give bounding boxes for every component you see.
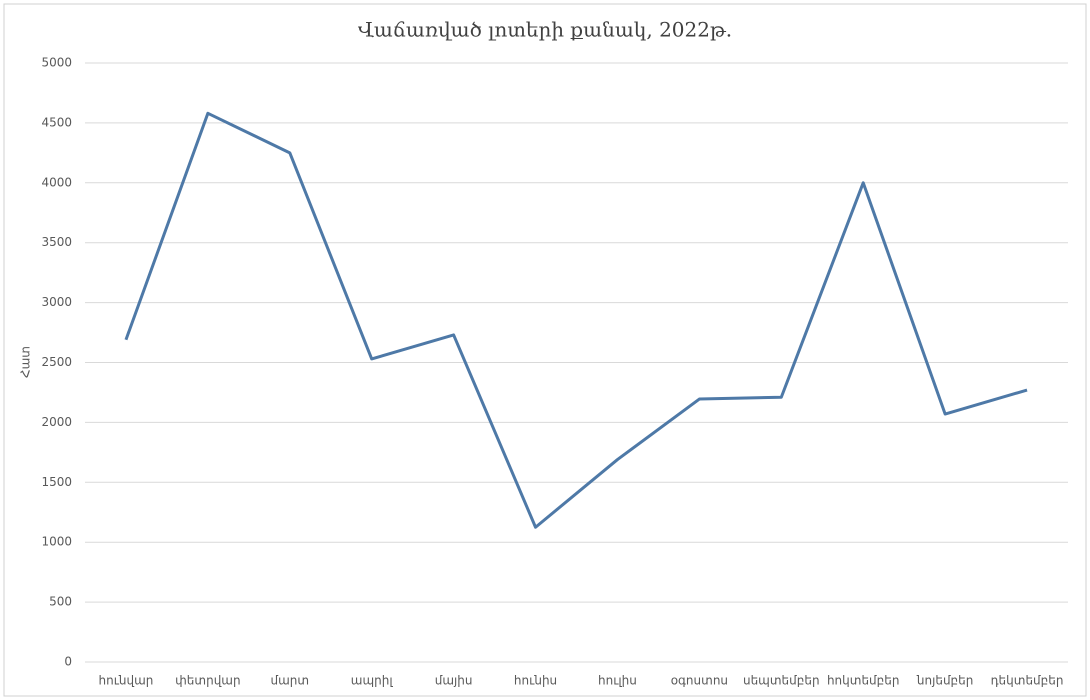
y-tick-label: 5000 — [41, 56, 72, 70]
y-tick-label: 0 — [64, 655, 72, 669]
chart-title: Վաճառված լոտերի քանակ, 2022թ. — [358, 18, 732, 42]
y-tick-label: 1000 — [41, 535, 72, 549]
y-tick-label: 2500 — [41, 355, 72, 369]
x-tick-label: օգոստոս — [671, 674, 728, 688]
x-tick-label: հուլիս — [598, 674, 637, 688]
data-line — [124, 111, 1028, 529]
x-tick-label: մայիս — [435, 674, 473, 688]
y-tick-label: 4000 — [41, 175, 72, 189]
x-tick-label: հունիս — [514, 674, 557, 688]
y-tick-label: 2000 — [41, 415, 72, 429]
x-tick-label: մարտ — [270, 674, 309, 688]
x-tick-label: նոյեմբեր — [916, 674, 974, 688]
x-tick-label: դեկտեմբեր — [991, 674, 1064, 688]
y-tick-label: 500 — [49, 595, 72, 609]
y-tick-label: 3000 — [41, 295, 72, 309]
y-axis-label: Հատ — [19, 346, 33, 378]
chart-border — [3, 3, 1087, 697]
x-tick-label: հոկտեմբեր — [827, 674, 900, 688]
x-tick-label: հունվար — [98, 674, 153, 688]
x-tick-label: փետրվար — [175, 674, 240, 688]
y-tick-label: 4500 — [41, 115, 72, 129]
x-tick-label: ապրիլ — [351, 674, 394, 688]
y-tick-label: 3500 — [41, 235, 72, 249]
y-tick-label: 1500 — [41, 475, 72, 489]
x-tick-label: սեպտեմբեր — [743, 674, 820, 688]
